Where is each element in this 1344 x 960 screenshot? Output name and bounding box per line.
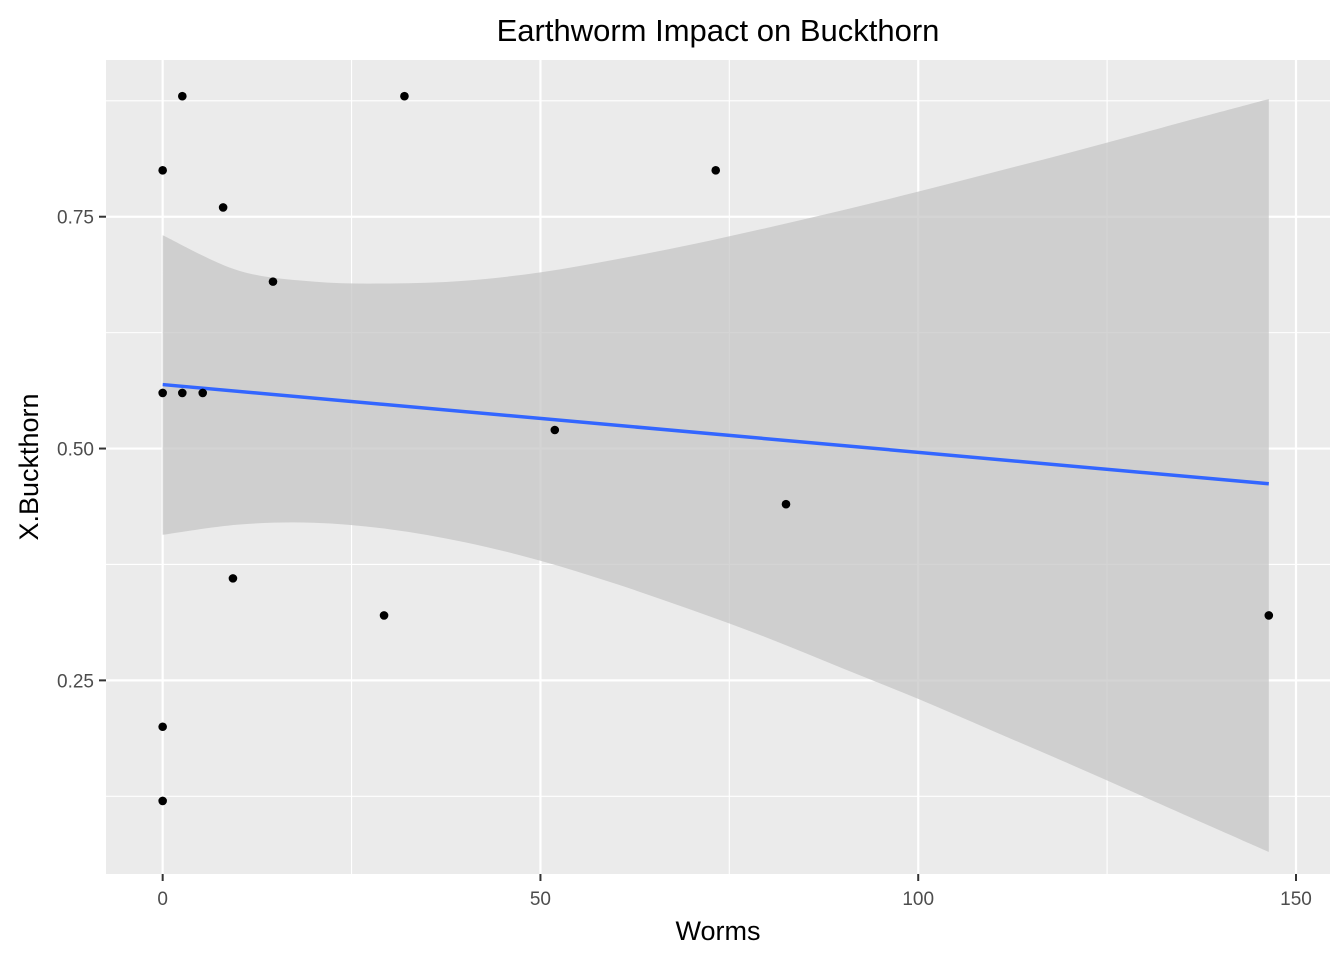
data-points xyxy=(158,91,1274,806)
data-point xyxy=(1264,611,1274,620)
x-tick-label: 0 xyxy=(157,889,168,910)
y-tick-label: 0.25 xyxy=(57,671,94,692)
data-point xyxy=(711,166,721,175)
confidence-band-layer xyxy=(162,98,1269,852)
y-tick-label: 0.75 xyxy=(57,208,94,229)
chart-title: Earthworm Impact on Buckthorn xyxy=(497,13,940,48)
data-point xyxy=(158,722,167,732)
y-axis-title: X.Buckthorn xyxy=(14,393,44,540)
x-tick-label: 100 xyxy=(902,889,934,910)
data-point xyxy=(268,277,278,286)
data-point xyxy=(158,166,167,175)
y-tick-label: 0.50 xyxy=(57,440,94,461)
data-point xyxy=(781,499,791,509)
data-point xyxy=(178,388,187,398)
data-point xyxy=(379,611,389,620)
y-axis-ticks: 0.25 0.50 0.75 xyxy=(57,208,106,692)
confidence-band xyxy=(162,98,1269,852)
regression-line xyxy=(162,382,1269,486)
data-point xyxy=(198,388,208,398)
x-tick-label: 150 xyxy=(1280,889,1312,910)
data-point xyxy=(400,91,409,101)
data-point xyxy=(218,203,228,212)
data-point xyxy=(178,91,187,101)
x-tick-label: 50 xyxy=(530,889,551,910)
x-axis-title: Worms xyxy=(676,916,761,946)
fit-line-layer xyxy=(162,382,1269,486)
data-point xyxy=(550,425,560,435)
data-point xyxy=(158,796,167,806)
data-point xyxy=(228,574,238,583)
x-axis-ticks: 0 50 100 150 xyxy=(157,874,1312,910)
data-point xyxy=(158,388,167,398)
